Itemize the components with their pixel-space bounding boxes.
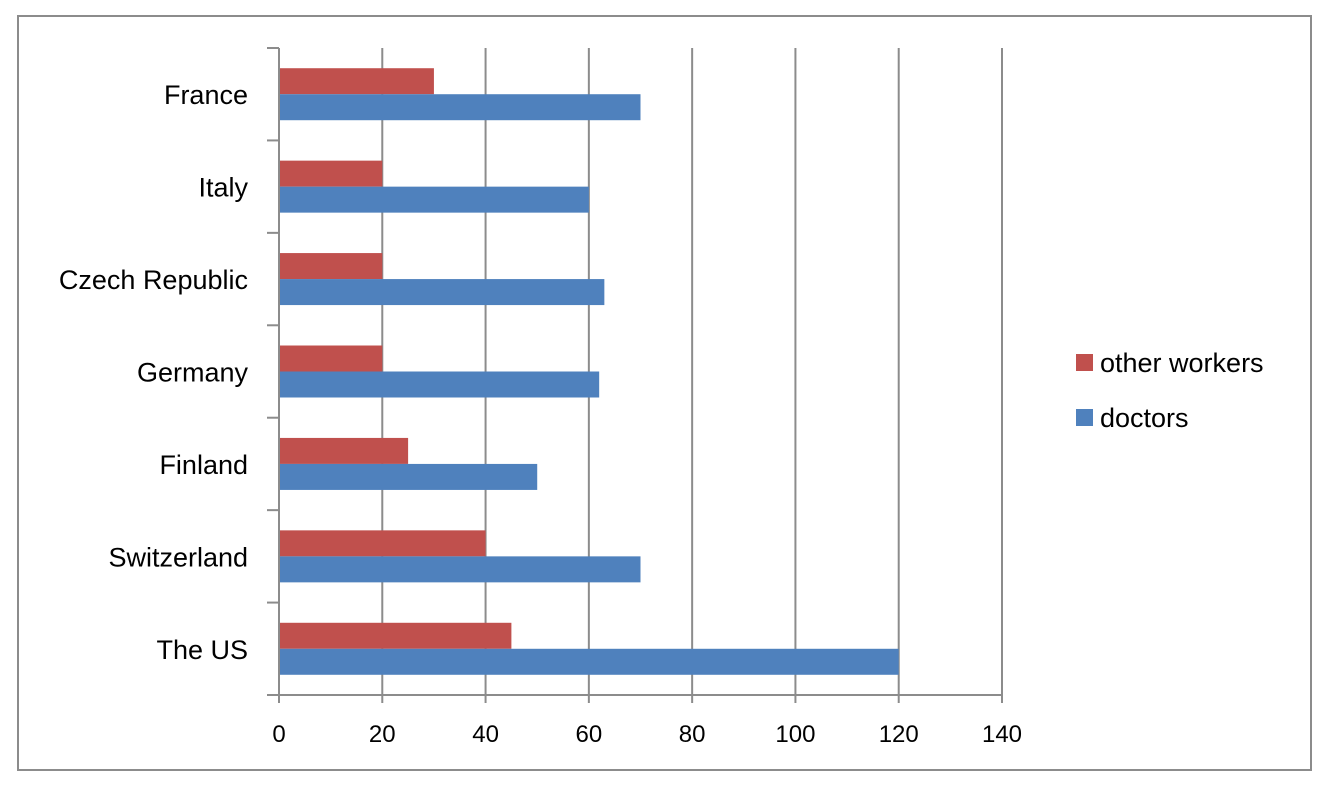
bar-other-workers-czech-republic — [280, 253, 383, 280]
category-label: Italy — [198, 173, 248, 203]
legend: other workers doctors — [1076, 348, 1264, 433]
category-label: Switzerland — [108, 542, 248, 572]
bar-other-workers-switzerland — [280, 530, 486, 557]
bar-doctors-italy — [280, 186, 589, 213]
category-label: France — [164, 80, 248, 110]
x-tick-label: 100 — [775, 721, 815, 748]
legend-label: other workers — [1100, 348, 1264, 378]
bar-doctors-czech-republic — [280, 279, 605, 306]
bar-doctors-switzerland — [280, 556, 641, 583]
x-tick-label: 140 — [982, 721, 1022, 748]
gridlines — [381, 48, 1003, 695]
x-tick-label: 20 — [369, 721, 396, 748]
category-label: Finland — [159, 450, 248, 480]
legend-swatch — [1076, 409, 1093, 426]
bar-doctors-france — [280, 94, 641, 121]
category-label: Germany — [137, 358, 249, 388]
bar-doctors-the-us — [280, 648, 899, 675]
chart-frame — [17, 15, 1312, 771]
x-tick-label: 0 — [272, 721, 285, 748]
x-tick-label: 60 — [576, 721, 603, 748]
category-label: The US — [156, 635, 248, 665]
bar-doctors-finland — [280, 463, 538, 490]
bar-other-workers-the-us — [280, 622, 512, 649]
axes — [267, 47, 1003, 703]
bar-other-workers-finland — [280, 437, 409, 464]
bar-other-workers-france — [280, 68, 434, 95]
x-tick-label: 40 — [472, 721, 499, 748]
legend-label: doctors — [1100, 403, 1189, 433]
bar-other-workers-italy — [280, 160, 383, 187]
bar-other-workers-germany — [280, 345, 383, 372]
x-tick-label: 80 — [679, 721, 706, 748]
bars — [280, 68, 899, 675]
category-label: Czech Republic — [59, 265, 248, 295]
x-tick-label: 120 — [879, 721, 919, 748]
legend-swatch — [1076, 354, 1093, 371]
labels: 0 20 40 60 80 100 120 140 France Italy Czech Repub… — [59, 80, 1022, 748]
bar-doctors-germany — [280, 371, 600, 398]
